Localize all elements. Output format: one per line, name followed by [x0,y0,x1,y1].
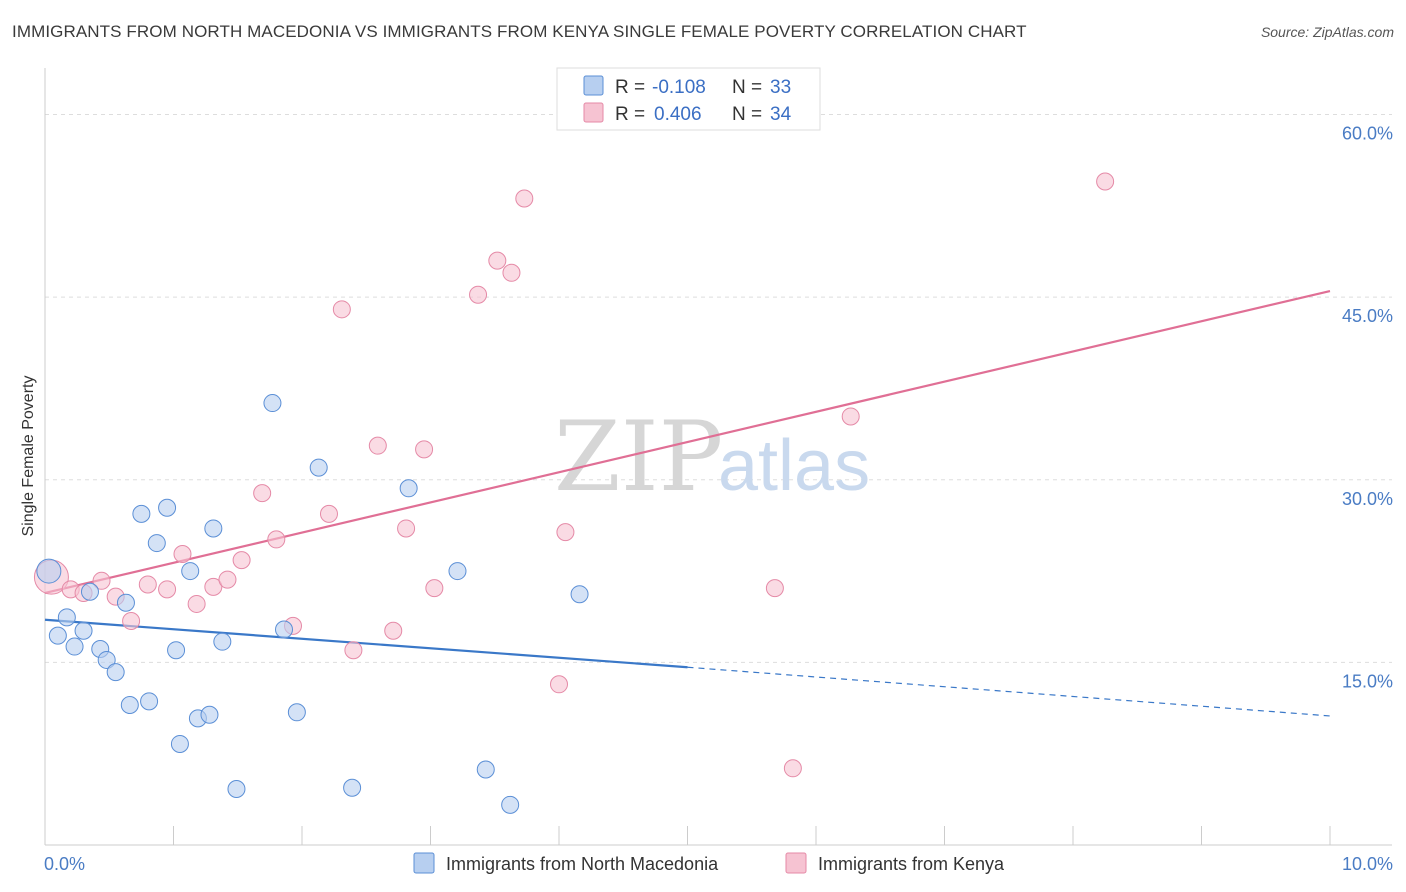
watermark: ZIP atlas [554,401,870,513]
point-kenya-24 [469,285,488,304]
point-kenya-8 [173,545,192,564]
x-tick-label-min: 0.0% [44,854,85,874]
point-north-macedonia-0 [36,558,62,584]
y-tick-label-60: 60.0% [1342,124,1393,144]
point-north-macedonia-21 [213,632,232,651]
legend-r-value-1: -0.108 [652,77,706,98]
point-kenya-12 [232,551,251,570]
point-north-macedonia-5 [80,582,99,601]
watermark-zip: ZIP [554,401,723,513]
point-north-macedonia-12 [140,692,159,711]
point-north-macedonia-16 [170,734,189,753]
point-kenya-26 [502,263,521,282]
point-kenya-29 [556,523,575,542]
point-north-macedonia-17 [181,562,200,581]
point-north-macedonia-15 [167,641,186,660]
point-north-macedonia-1 [48,626,67,645]
bottom-legend-swatch-north-macedonia [413,852,435,874]
point-kenya-28 [550,675,568,694]
point-north-macedonia-7 [97,650,116,669]
axes [44,68,1392,846]
point-north-macedonia-20 [204,519,223,538]
point-kenya-33 [1096,172,1115,191]
point-kenya-9 [187,594,206,613]
point-north-macedonia-14 [158,498,177,517]
point-kenya-18 [344,641,363,660]
point-north-macedonia-26 [309,458,328,477]
trend-line-kenya [44,289,1331,595]
point-kenya-22 [415,440,434,459]
point-north-macedonia-11 [132,504,151,523]
bottom-legend-label-kenya: Immigrants from Kenya [818,854,1005,874]
point-kenya-16 [319,504,338,523]
point-kenya-6 [138,575,157,594]
point-kenya-11 [218,570,237,589]
legend-r-label-1: R = [615,77,645,98]
point-kenya-32 [841,407,860,426]
point-north-macedonia-9 [116,593,135,612]
y-axis-label: Single Female Poverty [20,376,37,537]
legend-swatch-north-macedonia [583,75,604,96]
trend-line-north-macedonia [44,618,688,669]
trend-line-north-macedonia-extension [687,666,1331,717]
legend-n-value-1: 33 [770,77,791,98]
y-tick-label-15: 15.0% [1342,671,1393,691]
legend-box: R = -0.108 N = 33 R = 0.406 N = 34 [556,67,821,131]
point-kenya-27 [515,189,534,208]
bottom-legend-swatch-kenya [785,852,807,874]
point-kenya-25 [488,251,507,270]
legend-n-label-2: N = [732,104,762,125]
point-north-macedonia-8 [106,663,125,682]
point-north-macedonia-4 [74,621,93,640]
point-kenya-31 [783,759,802,778]
trend-lines [44,289,1331,717]
x-tick-labels: 0.0% 10.0% [44,854,1393,874]
point-north-macedonia-22 [227,779,246,798]
point-kenya-20 [384,621,403,640]
point-kenya-3 [92,571,111,590]
point-kenya-30 [765,579,784,598]
point-kenya-5 [122,611,141,630]
legend-n-value-2: 34 [770,104,792,125]
y-tick-labels: 15.0% 30.0% 45.0% 60.0% [1342,124,1393,692]
point-kenya-23 [425,579,444,598]
point-north-macedonia-30 [476,760,495,779]
bottom-legend: Immigrants from North Macedonia Immigran… [413,852,1005,874]
chart-title: IMMIGRANTS FROM NORTH MACEDONIA VS IMMIG… [12,22,1027,41]
legend-r-label-2: R = [615,104,645,125]
watermark-atlas: atlas [718,426,870,506]
point-north-macedonia-19 [200,705,219,724]
point-north-macedonia-25 [287,703,306,722]
point-north-macedonia-27 [343,778,362,797]
point-north-macedonia-2 [57,608,76,627]
point-north-macedonia-3 [65,637,84,656]
y-tick-label-45: 45.0% [1342,306,1393,326]
point-north-macedonia-28 [399,479,418,498]
point-north-macedonia-31 [501,795,520,814]
point-kenya-19 [368,436,387,455]
point-kenya-13 [253,484,272,503]
point-kenya-7 [158,580,177,599]
point-north-macedonia-23 [263,394,282,413]
point-north-macedonia-10 [120,695,139,714]
point-north-macedonia-13 [147,534,166,553]
y-tick-label-30: 30.0% [1342,489,1393,509]
point-kenya-17 [332,300,351,319]
point-kenya-14 [267,530,286,549]
x-tick-label-max: 10.0% [1342,854,1393,874]
point-kenya-21 [397,519,416,538]
data-points [33,172,1115,814]
legend-swatch-kenya [583,102,604,123]
legend-r-value-2: 0.406 [654,104,702,125]
point-north-macedonia-29 [448,562,467,581]
point-north-macedonia-32 [570,585,589,604]
grid-lines [45,114,1392,663]
legend-n-label-1: N = [732,77,762,98]
point-kenya-10 [204,577,223,596]
point-north-macedonia-24 [275,620,294,639]
source-credit: Source: ZipAtlas.com [1260,24,1394,40]
bottom-legend-label-north-macedonia: Immigrants from North Macedonia [446,854,719,874]
